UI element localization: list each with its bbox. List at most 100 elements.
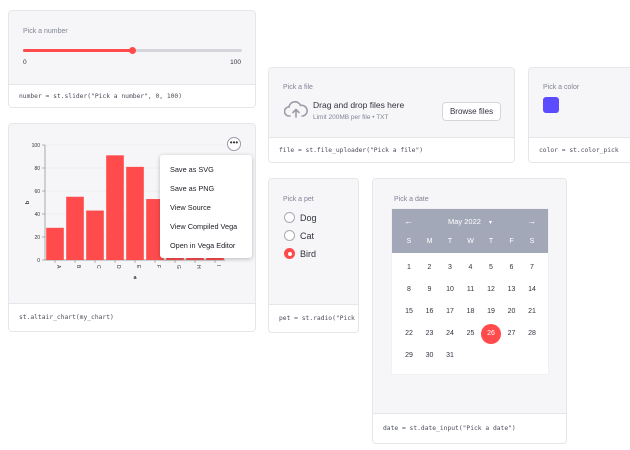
radio-option-label: Cat bbox=[300, 230, 315, 241]
weekday-label: M bbox=[426, 238, 433, 245]
menu-item-view-source[interactable]: View Source bbox=[170, 203, 211, 212]
bar-c bbox=[86, 210, 104, 260]
calendar-day[interactable]: 1 bbox=[407, 264, 411, 271]
month-selector[interactable]: May 2022 ▾ bbox=[392, 217, 548, 226]
calendar-day[interactable]: 22 bbox=[405, 330, 413, 337]
calendar-day[interactable]: 5 bbox=[489, 264, 493, 271]
chart-code: st.altair_chart(my_chart) bbox=[9, 303, 255, 331]
x-tick-label: D bbox=[115, 265, 121, 269]
x-axis-title: a bbox=[133, 275, 137, 281]
calendar-day[interactable]: 25 bbox=[466, 330, 475, 337]
calendar-day[interactable]: 14 bbox=[528, 286, 536, 293]
radio-code: pet = st.radio("Pick bbox=[269, 304, 358, 332]
slider-max-label: 100 bbox=[230, 59, 241, 66]
chevron-down-icon: ▾ bbox=[489, 220, 493, 226]
x-tick-label: I bbox=[215, 265, 221, 266]
radio-option-label: Bird bbox=[300, 248, 317, 259]
more-actions-button[interactable]: ••• bbox=[227, 137, 241, 151]
slider-card: Pick a number 0 100 number = st.slider("… bbox=[8, 10, 256, 108]
calendar-day[interactable]: 6 bbox=[509, 264, 514, 271]
calendar-day[interactable]: 24 bbox=[446, 330, 454, 337]
calendar-day[interactable]: 13 bbox=[507, 286, 516, 293]
calendar-day[interactable]: 17 bbox=[446, 308, 454, 315]
calendar-day[interactable]: 10 bbox=[446, 286, 454, 293]
menu-item-open-vega-editor[interactable]: Open in Vega Editor bbox=[170, 241, 236, 250]
file-uploader-code: file = st.file_uploader("Pick a file") bbox=[269, 137, 514, 162]
bar-f bbox=[146, 199, 164, 260]
calendar-day[interactable]: 4 bbox=[468, 264, 473, 271]
y-tick-label: 80 bbox=[34, 166, 40, 172]
calendar-day[interactable]: 15 bbox=[405, 308, 413, 315]
slider-fill bbox=[23, 49, 133, 52]
radio-preview: Pick a pet Dog Cat Bird bbox=[269, 179, 358, 306]
radio-card: Pick a pet Dog Cat Bird pet = st.radio("… bbox=[268, 178, 359, 333]
weekday-label: F bbox=[509, 238, 514, 245]
prev-month-arrow-icon[interactable]: ← bbox=[404, 216, 413, 226]
bar-e bbox=[126, 166, 144, 260]
next-month-arrow-icon[interactable]: → bbox=[527, 216, 536, 226]
weekday-label: T bbox=[447, 238, 453, 245]
file-uploader-label: Pick a file bbox=[283, 84, 313, 91]
file-uploader-card: Pick a file Drag and drop files here Lim… bbox=[268, 67, 515, 163]
weekday-label: W bbox=[467, 238, 474, 245]
radio-option-dog[interactable]: Dog bbox=[284, 212, 317, 223]
calendar-day[interactable]: 19 bbox=[487, 308, 495, 315]
calendar-day[interactable]: 2 bbox=[427, 264, 432, 271]
color-swatch[interactable] bbox=[543, 97, 559, 113]
menu-item-view-compiled-vega[interactable]: View Compiled Vega bbox=[170, 222, 238, 231]
x-tick-label: F bbox=[155, 265, 161, 268]
bar-d bbox=[106, 155, 124, 260]
x-tick-label: E bbox=[135, 265, 141, 269]
radio-button[interactable] bbox=[284, 230, 295, 241]
radio-button-selected[interactable] bbox=[284, 248, 295, 259]
calendar-day[interactable]: 29 bbox=[405, 352, 413, 359]
weekday-label: S bbox=[406, 238, 412, 245]
radio-option-cat[interactable]: Cat bbox=[284, 230, 314, 241]
radio-label: Pick a pet bbox=[283, 196, 314, 203]
file-limit-text: Limit 200MB per file • TXT bbox=[313, 114, 389, 121]
calendar-day[interactable]: 7 bbox=[530, 264, 534, 271]
y-tick-label: 20 bbox=[34, 235, 40, 241]
browse-files-button[interactable]: Browse files bbox=[442, 102, 501, 121]
x-tick-label: A bbox=[55, 265, 61, 269]
x-tick-label: H bbox=[195, 265, 201, 269]
calendar-day[interactable]: 18 bbox=[466, 308, 475, 315]
drop-zone-text[interactable]: Drag and drop files here bbox=[313, 100, 405, 110]
file-uploader-preview: Pick a file Drag and drop files here Lim… bbox=[269, 68, 514, 139]
color-picker-card: Pick a color color = st.color_pick bbox=[528, 67, 630, 163]
calendar-day[interactable]: 11 bbox=[466, 286, 475, 293]
slider-preview: Pick a number 0 100 bbox=[9, 11, 255, 86]
radio-button[interactable] bbox=[284, 212, 295, 223]
calendar-day[interactable]: 31 bbox=[446, 352, 454, 359]
calendar-day[interactable]: 27 bbox=[507, 330, 516, 337]
calendar-day[interactable]: 16 bbox=[425, 308, 434, 315]
calendar-day[interactable]: 21 bbox=[528, 308, 536, 315]
calendar-day[interactable]: 20 bbox=[507, 308, 516, 315]
y-tick-label: 0 bbox=[37, 258, 40, 264]
y-tick-label: 40 bbox=[34, 212, 40, 218]
radio-option-label: Dog bbox=[300, 212, 317, 223]
slider-code: number = st.slider("Pick a number", 0, 1… bbox=[9, 84, 255, 107]
calendar-day[interactable]: 30 bbox=[425, 352, 434, 359]
calendar-day[interactable]: 28 bbox=[528, 330, 536, 337]
slider-thumb[interactable] bbox=[129, 47, 136, 54]
calendar-day[interactable]: 23 bbox=[425, 330, 434, 337]
radio-option-bird[interactable]: Bird bbox=[284, 248, 316, 259]
y-tick-label: 100 bbox=[32, 143, 41, 149]
calendar-day[interactable]: 12 bbox=[487, 286, 495, 293]
chart-actions-menu: Save as SVG Save as PNG View Source View… bbox=[160, 155, 252, 258]
y-axis-title: b bbox=[25, 200, 31, 204]
weekday-label: S bbox=[529, 238, 535, 245]
calendar-day[interactable]: 9 bbox=[427, 286, 432, 293]
color-picker-label: Pick a color bbox=[543, 84, 580, 91]
calendar-day-selected[interactable]: 26 bbox=[481, 324, 501, 344]
menu-item-save-svg[interactable]: Save as SVG bbox=[170, 165, 214, 174]
menu-item-save-png[interactable]: Save as PNG bbox=[170, 184, 215, 193]
slider-label: Pick a number bbox=[23, 28, 68, 35]
calendar-day[interactable]: 3 bbox=[448, 264, 452, 271]
calendar-day[interactable]: 8 bbox=[407, 286, 411, 293]
